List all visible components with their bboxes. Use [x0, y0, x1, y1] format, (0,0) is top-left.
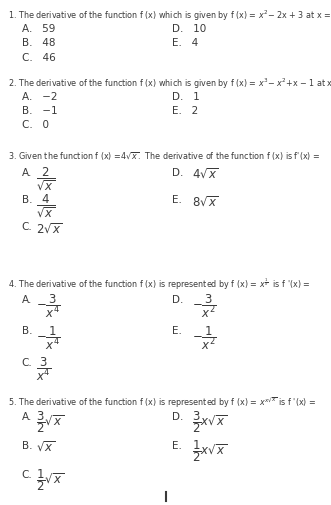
- Text: E.   2: E. 2: [172, 106, 198, 116]
- Text: A.   −2: A. −2: [22, 92, 57, 102]
- Text: $4\sqrt{x}$: $4\sqrt{x}$: [192, 168, 219, 182]
- Text: $8\sqrt{x}$: $8\sqrt{x}$: [192, 195, 219, 209]
- Text: $\dfrac{1}{2}\sqrt{x}$: $\dfrac{1}{2}\sqrt{x}$: [36, 468, 65, 493]
- Text: $\dfrac{3}{2}x\sqrt{x}$: $\dfrac{3}{2}x\sqrt{x}$: [192, 409, 227, 435]
- Text: D.: D.: [172, 412, 183, 422]
- Text: 2. The derivative of the function f (x) which is given by f (x) = $x^3$− $x^2$+x: 2. The derivative of the function f (x) …: [8, 77, 331, 91]
- Text: E.   4: E. 4: [172, 38, 198, 48]
- Text: $2\sqrt{x}$: $2\sqrt{x}$: [36, 222, 63, 236]
- Text: $-\dfrac{1}{x^4}$: $-\dfrac{1}{x^4}$: [36, 324, 61, 351]
- Text: A.: A.: [22, 412, 32, 422]
- Text: C.: C.: [22, 222, 32, 232]
- Text: A.: A.: [22, 168, 32, 178]
- Text: C.: C.: [22, 358, 32, 368]
- Text: D.   10: D. 10: [172, 24, 206, 34]
- Text: E.: E.: [172, 326, 182, 336]
- Text: C.   0: C. 0: [22, 120, 49, 130]
- Text: $\dfrac{4}{\sqrt{x}}$: $\dfrac{4}{\sqrt{x}}$: [36, 192, 56, 219]
- Text: $\dfrac{3}{2}\sqrt{x}$: $\dfrac{3}{2}\sqrt{x}$: [36, 409, 65, 435]
- Text: B.: B.: [22, 326, 32, 336]
- Text: A.: A.: [22, 295, 32, 305]
- Text: E.: E.: [172, 441, 182, 451]
- Text: C.   46: C. 46: [22, 53, 55, 63]
- Text: 5. The derivative of the function f (x) is represented by f (x) = $x^{x\sqrt{x}}: 5. The derivative of the function f (x) …: [8, 395, 317, 410]
- Text: $\dfrac{1}{2}x\sqrt{x}$: $\dfrac{1}{2}x\sqrt{x}$: [192, 438, 227, 464]
- Text: B.   48: B. 48: [22, 38, 55, 48]
- Text: E.: E.: [172, 195, 182, 205]
- Text: 4. The derivative of the function f (x) is represented by f (x) = $x^{\frac{1}{x: 4. The derivative of the function f (x) …: [8, 277, 311, 292]
- Text: B.: B.: [22, 195, 32, 205]
- Text: D.: D.: [172, 168, 183, 178]
- Text: $-\dfrac{3}{x^4}$: $-\dfrac{3}{x^4}$: [36, 292, 61, 320]
- Text: C.: C.: [22, 470, 32, 480]
- Text: 3. Given the function f (x) =$4\sqrt{x}$.  The derivative of the function f (x) : 3. Given the function f (x) =$4\sqrt{x}$…: [8, 150, 321, 163]
- Text: A.   59: A. 59: [22, 24, 55, 34]
- Text: B.   −1: B. −1: [22, 106, 57, 116]
- Text: $\dfrac{2}{\sqrt{x}}$: $\dfrac{2}{\sqrt{x}}$: [36, 165, 56, 192]
- Text: 1. The derivative of the function f (x) which is given by f (x) = $x^2$− 2x + 3 : 1. The derivative of the function f (x) …: [8, 9, 331, 24]
- Text: B.: B.: [22, 441, 32, 451]
- Text: D.: D.: [172, 295, 183, 305]
- Text: D.   1: D. 1: [172, 92, 200, 102]
- Text: $-\dfrac{1}{x^2}$: $-\dfrac{1}{x^2}$: [192, 324, 217, 351]
- Text: $\dfrac{3}{x^4}$: $\dfrac{3}{x^4}$: [36, 355, 52, 383]
- Text: $\sqrt{x}$: $\sqrt{x}$: [36, 441, 56, 455]
- Text: $-\dfrac{3}{x^2}$: $-\dfrac{3}{x^2}$: [192, 292, 217, 320]
